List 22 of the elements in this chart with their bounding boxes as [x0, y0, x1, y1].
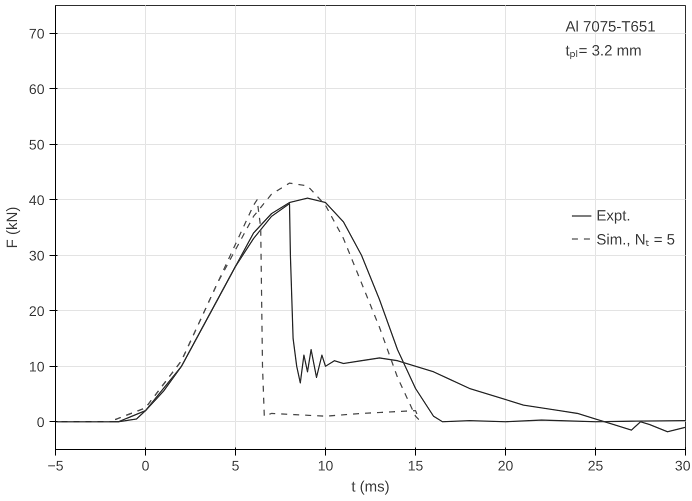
x-tick-label: −5 — [48, 458, 64, 474]
y-axis-title: F (kN) — [4, 206, 21, 248]
y-tick-label: 50 — [28, 136, 45, 152]
x-axis-title: t (ms) — [351, 478, 390, 496]
x-tick-label: 30 — [674, 458, 691, 474]
y-tick-label: 60 — [28, 80, 45, 97]
x-tick-label: 15 — [408, 458, 424, 474]
y-tick-label: 0 — [36, 414, 45, 430]
legend-label: Expt. — [596, 207, 631, 224]
y-tick-label: 20 — [28, 302, 45, 319]
y-tick-label: 70 — [28, 25, 45, 42]
y-tick-label: 30 — [28, 247, 45, 264]
x-tick-label: 25 — [588, 458, 604, 474]
annotation: Al 7075-T651 — [566, 18, 656, 36]
y-tick-label: 10 — [28, 358, 45, 374]
y-tick-label: 40 — [28, 192, 45, 208]
x-tick-label: 10 — [318, 458, 334, 474]
x-tick-label: 20 — [498, 458, 514, 474]
legend-label: Sim., Nₜ = 5 — [596, 230, 675, 248]
x-tick-label: 0 — [142, 458, 150, 474]
annotation: tₚₗ= 3.2 mm — [566, 42, 642, 60]
x-tick-label: 5 — [232, 458, 240, 474]
